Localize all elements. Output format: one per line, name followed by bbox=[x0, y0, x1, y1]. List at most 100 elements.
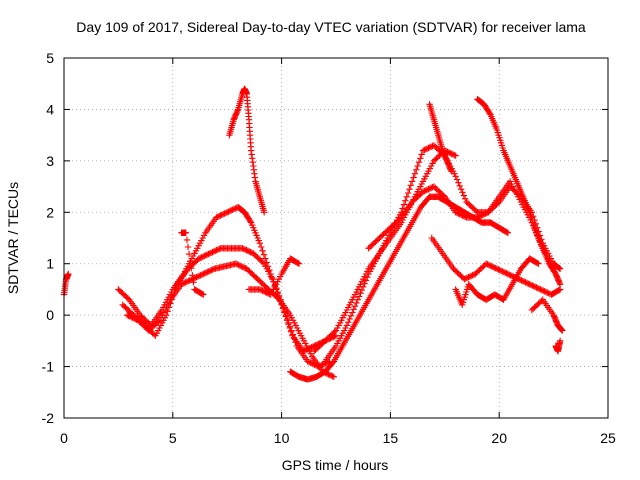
series-s1 bbox=[60, 270, 72, 298]
data-point bbox=[247, 248, 254, 256]
data-point bbox=[319, 361, 326, 368]
data-point bbox=[125, 312, 132, 319]
data-point bbox=[224, 209, 231, 216]
x-tick-label: 25 bbox=[600, 430, 616, 446]
data-point bbox=[290, 335, 298, 342]
data-point bbox=[150, 331, 158, 338]
series-s14 bbox=[452, 255, 542, 309]
data-point bbox=[440, 192, 447, 199]
data-point bbox=[240, 264, 248, 271]
data-point bbox=[193, 274, 200, 281]
data-point bbox=[349, 309, 356, 316]
series-s12 bbox=[474, 95, 564, 288]
data-point bbox=[426, 185, 434, 192]
data-points bbox=[60, 85, 566, 383]
data-point bbox=[475, 213, 482, 220]
data-point bbox=[235, 261, 242, 269]
data-point bbox=[221, 210, 228, 217]
x-tick-label: 0 bbox=[60, 430, 68, 446]
data-point bbox=[126, 313, 134, 320]
data-point bbox=[491, 264, 498, 271]
data-point bbox=[453, 176, 461, 183]
x-axis-label: GPS time / hours bbox=[282, 457, 389, 473]
data-point bbox=[351, 302, 359, 310]
data-point bbox=[479, 211, 487, 219]
y-tick-label: 0 bbox=[46, 307, 54, 323]
series-s9 bbox=[321, 178, 557, 365]
data-point bbox=[357, 290, 364, 297]
data-point bbox=[329, 359, 336, 366]
data-point bbox=[457, 185, 465, 193]
data-point bbox=[418, 151, 425, 158]
data-point bbox=[522, 279, 529, 286]
data-point bbox=[460, 212, 468, 220]
data-point bbox=[226, 207, 234, 215]
data-point bbox=[423, 186, 431, 193]
data-point bbox=[406, 185, 413, 193]
data-point bbox=[132, 315, 139, 323]
x-tick-label: 10 bbox=[274, 430, 290, 446]
data-point bbox=[422, 146, 429, 153]
data-point bbox=[307, 359, 314, 366]
data-point bbox=[487, 262, 494, 269]
data-point bbox=[123, 311, 131, 319]
data-point bbox=[542, 288, 550, 296]
data-point bbox=[274, 288, 281, 296]
data-point bbox=[308, 344, 315, 351]
data-point bbox=[263, 289, 270, 296]
data-point bbox=[200, 270, 207, 278]
data-point bbox=[407, 182, 414, 189]
data-point bbox=[262, 288, 269, 296]
data-point bbox=[186, 277, 193, 284]
data-point bbox=[346, 315, 353, 323]
data-point bbox=[518, 277, 525, 284]
series-s11 bbox=[426, 101, 455, 175]
data-point bbox=[534, 284, 542, 292]
data-point bbox=[65, 270, 72, 278]
series-s17 bbox=[178, 229, 207, 298]
data-point bbox=[259, 259, 267, 266]
data-point bbox=[222, 209, 230, 217]
data-point bbox=[421, 146, 428, 154]
data-point bbox=[213, 214, 220, 221]
data-point bbox=[457, 211, 465, 219]
y-tick-label: 1 bbox=[46, 256, 54, 272]
data-point bbox=[260, 209, 268, 216]
data-point bbox=[345, 319, 352, 326]
data-point bbox=[124, 295, 132, 302]
series-s16 bbox=[552, 337, 564, 355]
data-point bbox=[460, 192, 468, 199]
y-tick-label: 2 bbox=[46, 204, 54, 220]
y-tick-label: 4 bbox=[46, 101, 54, 117]
y-tick-label: 3 bbox=[46, 153, 54, 169]
series-s10 bbox=[365, 147, 459, 252]
data-point bbox=[185, 277, 192, 285]
data-point bbox=[403, 193, 410, 201]
data-point bbox=[195, 272, 203, 280]
data-point bbox=[467, 272, 475, 280]
series-s5 bbox=[226, 85, 268, 216]
data-point bbox=[497, 267, 505, 274]
data-point bbox=[476, 212, 484, 220]
data-point bbox=[404, 189, 412, 197]
data-point bbox=[212, 247, 219, 255]
data-point bbox=[127, 313, 135, 321]
data-point bbox=[208, 266, 215, 274]
data-point bbox=[329, 373, 336, 380]
data-point bbox=[556, 265, 564, 273]
data-point bbox=[230, 205, 238, 213]
data-point bbox=[481, 211, 488, 218]
data-point bbox=[425, 185, 432, 193]
data-point bbox=[400, 201, 408, 208]
data-point bbox=[197, 254, 204, 262]
data-point bbox=[205, 250, 212, 258]
data-point bbox=[284, 315, 291, 323]
y-axis-label: SDTVAR / TECUs bbox=[5, 182, 21, 294]
data-point bbox=[463, 274, 471, 282]
data-point bbox=[203, 251, 211, 258]
data-point bbox=[256, 239, 264, 247]
data-point bbox=[503, 270, 510, 277]
data-point bbox=[228, 207, 235, 214]
data-point bbox=[500, 268, 508, 276]
